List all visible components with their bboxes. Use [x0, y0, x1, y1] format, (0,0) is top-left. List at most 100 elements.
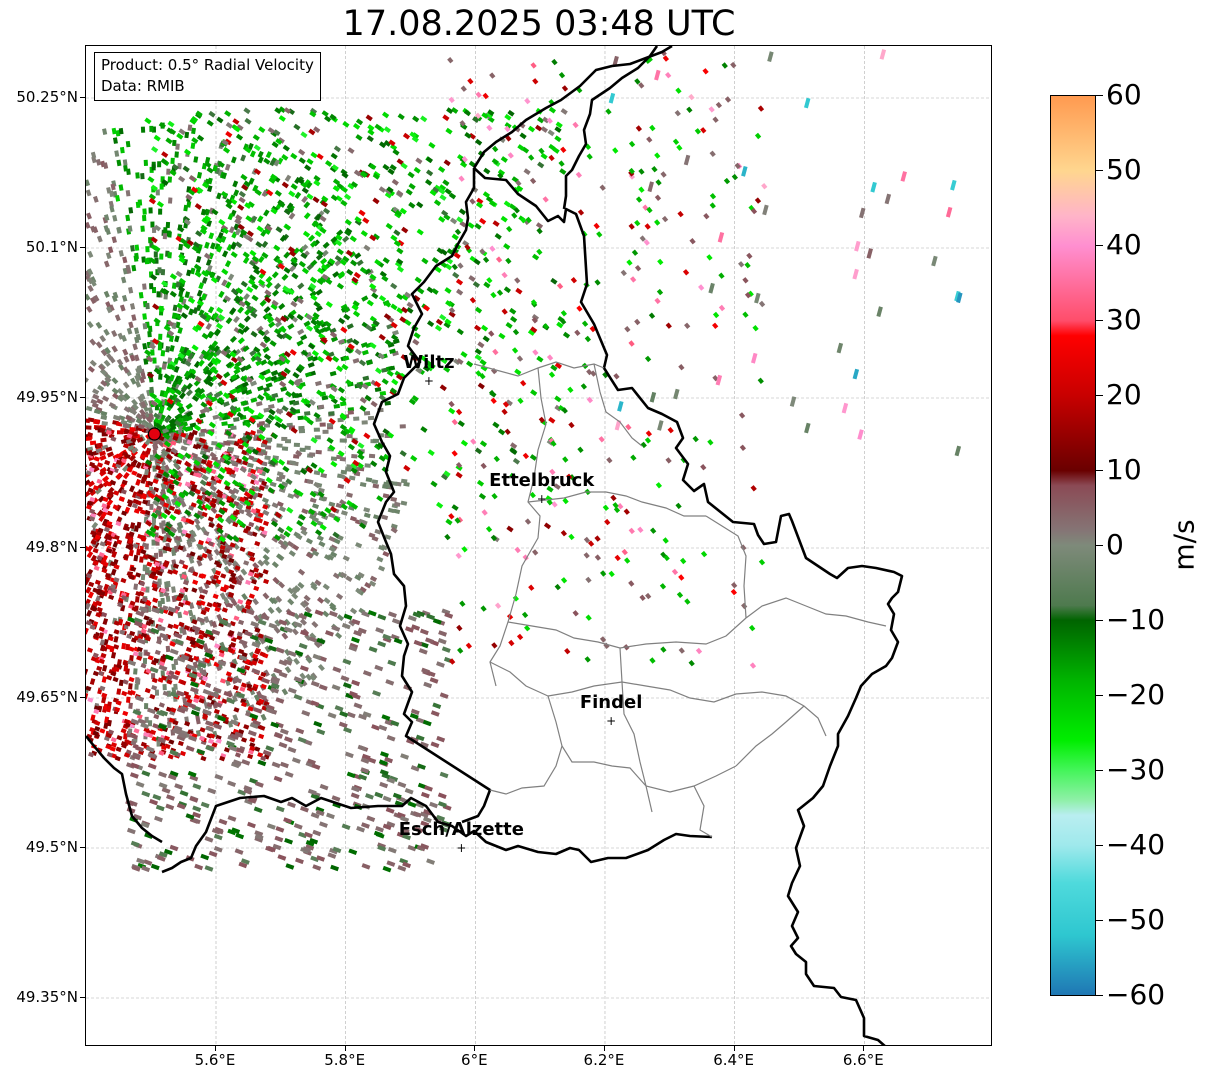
colorbar-tick-label: 0: [1106, 528, 1124, 561]
velocity-echo: [235, 133, 244, 141]
velocity-echo: [278, 303, 286, 310]
city-marker: +: [456, 841, 467, 855]
velocity-echo: [177, 545, 184, 551]
velocity-echo: [318, 540, 326, 548]
velocity-echo: [149, 798, 159, 806]
velocity-echo: [273, 255, 281, 263]
velocity-echo: [135, 678, 141, 685]
velocity-echo: [185, 389, 193, 397]
velocity-echo: [113, 629, 120, 635]
velocity-echo: [315, 288, 323, 296]
velocity-echo: [173, 462, 181, 470]
velocity-echo: [156, 639, 163, 645]
velocity-echo: [111, 345, 118, 353]
velocity-echo: [94, 487, 103, 495]
velocity-echo: [237, 574, 245, 582]
velocity-echo: [122, 679, 129, 685]
velocity-echo: [135, 461, 142, 469]
velocity-echo: [314, 579, 322, 587]
velocity-echo: [169, 514, 177, 521]
velocity-echo: [281, 273, 289, 281]
velocity-echo: [303, 320, 311, 328]
velocity-echo: [400, 753, 410, 760]
velocity-echo: [572, 121, 579, 129]
velocity-echo: [293, 612, 301, 620]
velocity-echo: [318, 684, 328, 691]
colorbar-tick-label: 10: [1106, 453, 1142, 486]
velocity-echo: [285, 863, 295, 870]
velocity-echo: [390, 481, 398, 486]
velocity-echo: [90, 554, 97, 562]
velocity-echo: [131, 503, 138, 509]
velocity-echo: [103, 290, 110, 298]
velocity-echo: [741, 602, 748, 610]
velocity-echo: [120, 334, 127, 342]
velocity-echo: [468, 275, 476, 282]
velocity-echo: [262, 554, 270, 562]
velocity-echo: [99, 541, 106, 547]
velocity-echo: [105, 446, 113, 453]
velocity-echo: [608, 92, 616, 104]
velocity-echo: [177, 327, 183, 334]
velocity-echo: [184, 291, 191, 299]
velocity-echo: [112, 137, 118, 144]
velocity-echo: [142, 657, 148, 664]
velocity-echo: [271, 271, 279, 279]
velocity-echo: [392, 329, 399, 336]
velocity-echo: [200, 428, 207, 434]
velocity-echo: [150, 349, 155, 356]
velocity-echo: [158, 550, 163, 558]
velocity-echo: [216, 116, 224, 124]
velocity-echo: [524, 518, 532, 525]
velocity-echo: [340, 326, 348, 334]
radar-map[interactable]: [85, 45, 992, 1046]
velocity-echo: [200, 679, 207, 686]
velocity-echo: [654, 69, 661, 81]
velocity-echo: [134, 336, 140, 344]
velocity-echo: [721, 62, 728, 69]
velocity-echo: [313, 470, 321, 476]
velocity-echo: [106, 451, 115, 458]
velocity-echo: [344, 751, 354, 759]
velocity-echo: [283, 267, 291, 274]
velocity-echo: [191, 614, 197, 622]
y-tick: [80, 97, 85, 98]
velocity-echo: [382, 484, 389, 490]
velocity-echo: [357, 571, 365, 579]
velocity-echo: [954, 445, 962, 457]
velocity-echo: [102, 475, 110, 483]
x-tick-label: 6°E: [461, 1051, 488, 1069]
velocity-echo: [292, 400, 300, 406]
velocity-echo: [224, 163, 231, 171]
velocity-echo: [223, 480, 231, 487]
velocity-echo: [249, 150, 256, 158]
velocity-echo: [404, 787, 414, 795]
velocity-echo: [327, 351, 335, 358]
velocity-echo: [172, 563, 179, 569]
velocity-echo: [340, 401, 347, 407]
velocity-echo: [138, 423, 146, 430]
velocity-echo: [730, 588, 738, 596]
velocity-echo: [370, 400, 378, 408]
velocity-echo: [443, 159, 451, 167]
velocity-echo: [130, 377, 137, 385]
velocity-echo: [255, 241, 263, 248]
velocity-echo: [242, 345, 250, 353]
velocity-echo: [361, 822, 370, 829]
velocity-echo: [695, 647, 703, 655]
velocity-echo: [140, 421, 148, 429]
velocity-echo: [532, 78, 539, 85]
velocity-echo: [682, 269, 690, 276]
velocity-echo: [334, 705, 344, 712]
velocity-echo: [427, 449, 435, 457]
velocity-echo: [275, 826, 285, 833]
velocity-echo: [249, 737, 256, 743]
velocity-echo: [149, 666, 159, 674]
velocity-echo: [420, 426, 428, 433]
velocity-echo: [301, 508, 309, 515]
velocity-echo: [103, 359, 111, 367]
velocity-echo: [94, 579, 101, 586]
velocity-echo: [307, 355, 315, 362]
velocity-echo: [206, 602, 213, 608]
velocity-echo: [90, 225, 96, 233]
